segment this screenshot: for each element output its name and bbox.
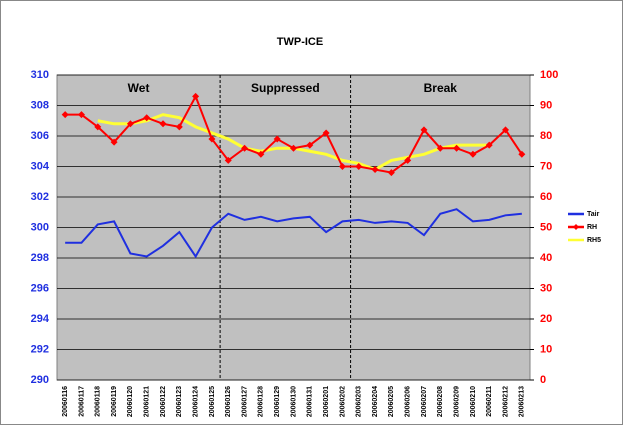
y2-tick-label: 10 [540, 343, 552, 355]
legend-label: RH5 [587, 237, 601, 244]
x-tick-label: 20060121 [144, 386, 151, 417]
y2-tick-label: 50 [540, 221, 552, 233]
point-marker [404, 156, 412, 164]
x-tick-label: 20060122 [160, 386, 167, 417]
point-marker [453, 144, 461, 152]
y-tick-label: 308 [31, 99, 49, 111]
point-marker [371, 166, 379, 174]
y2-tick-label: 30 [540, 282, 552, 294]
y2-tick-label: 70 [540, 160, 552, 172]
x-tick-label: 20060203 [356, 386, 363, 417]
y2-tick-label: 90 [540, 99, 552, 111]
y-tick-label: 294 [31, 313, 50, 325]
x-tick-label: 20060118 [95, 386, 102, 417]
point-marker [143, 114, 151, 122]
point-marker [338, 163, 346, 170]
point-marker [61, 111, 69, 119]
x-tick-label: 20060129 [274, 386, 281, 417]
point-marker [192, 92, 200, 100]
point-marker [257, 150, 265, 158]
series-line [65, 208, 522, 259]
point-marker [502, 126, 510, 134]
legend-label: RH [587, 224, 597, 231]
x-tick-label: 20060212 [502, 386, 509, 417]
point-marker [224, 156, 232, 164]
point-marker [290, 144, 297, 152]
legend-label: Tair [587, 211, 600, 218]
x-tick-label: 20060126 [225, 386, 232, 417]
point-marker [485, 141, 493, 149]
x-tick-label: 20060120 [127, 386, 134, 417]
y-tick-label: 310 [31, 69, 49, 81]
y2-tick-label: 80 [540, 130, 552, 142]
x-tick-label: 20060204 [372, 386, 379, 417]
x-tick-label: 20060123 [176, 386, 183, 417]
x-tick-label: 20060206 [405, 386, 412, 417]
x-tick-label: 20060207 [421, 386, 428, 417]
x-tick-label: 20060117 [78, 386, 85, 417]
x-tick-label: 20060116 [62, 386, 69, 417]
x-tick-label: 20060209 [453, 386, 460, 417]
point-marker [469, 150, 477, 158]
point-marker [94, 123, 102, 131]
y2-tick-label: 0 [540, 374, 546, 386]
period-label: Suppressed [251, 81, 320, 95]
x-tick-label: 20060208 [437, 386, 444, 417]
point-marker [518, 150, 526, 158]
y2-tick-label: 20 [540, 313, 552, 325]
legend-marker [573, 224, 579, 230]
point-marker [420, 126, 428, 134]
y2-tick-label: 40 [540, 252, 552, 264]
chart-title: TWP-ICE [277, 36, 323, 48]
point-marker [126, 120, 134, 128]
x-tick-label: 20060213 [519, 386, 526, 417]
x-tick-label: 20060124 [192, 386, 199, 417]
x-tick-label: 20060127 [241, 386, 248, 417]
point-marker [241, 144, 249, 152]
point-marker [306, 141, 314, 149]
legend-box [563, 205, 617, 251]
point-marker [273, 135, 281, 143]
point-marker [110, 138, 118, 146]
x-tick-label: 20060202 [339, 386, 346, 417]
x-tick-label: 20060125 [209, 386, 216, 417]
x-tick-label: 20060131 [307, 386, 314, 417]
y-tick-label: 298 [31, 252, 49, 264]
x-tick-label: 20060211 [486, 386, 493, 417]
x-tick-label: 20060130 [290, 386, 297, 417]
y-tick-label: 306 [31, 130, 49, 142]
point-marker [355, 163, 363, 170]
point-marker [208, 135, 216, 143]
x-tick-label: 20060210 [470, 386, 477, 417]
y-tick-label: 302 [31, 191, 49, 203]
point-marker [322, 129, 330, 137]
point-marker [159, 120, 167, 128]
y-tick-label: 300 [31, 221, 49, 233]
y2-tick-label: 100 [540, 69, 558, 81]
point-marker [436, 144, 444, 152]
y-tick-label: 290 [31, 374, 49, 386]
y-tick-label: 292 [31, 343, 49, 355]
x-tick-label: 20060201 [323, 386, 330, 417]
point-marker [175, 123, 183, 131]
y-tick-label: 304 [31, 160, 50, 172]
point-marker [387, 169, 395, 177]
y2-tick-label: 60 [540, 191, 552, 203]
x-tick-label: 20060119 [111, 386, 118, 417]
period-label: Break [424, 81, 458, 95]
point-marker [77, 111, 85, 119]
y-tick-label: 296 [31, 282, 49, 294]
x-tick-label: 20060205 [388, 386, 395, 417]
x-tick-label: 20060128 [258, 386, 265, 417]
period-label: Wet [128, 81, 150, 95]
